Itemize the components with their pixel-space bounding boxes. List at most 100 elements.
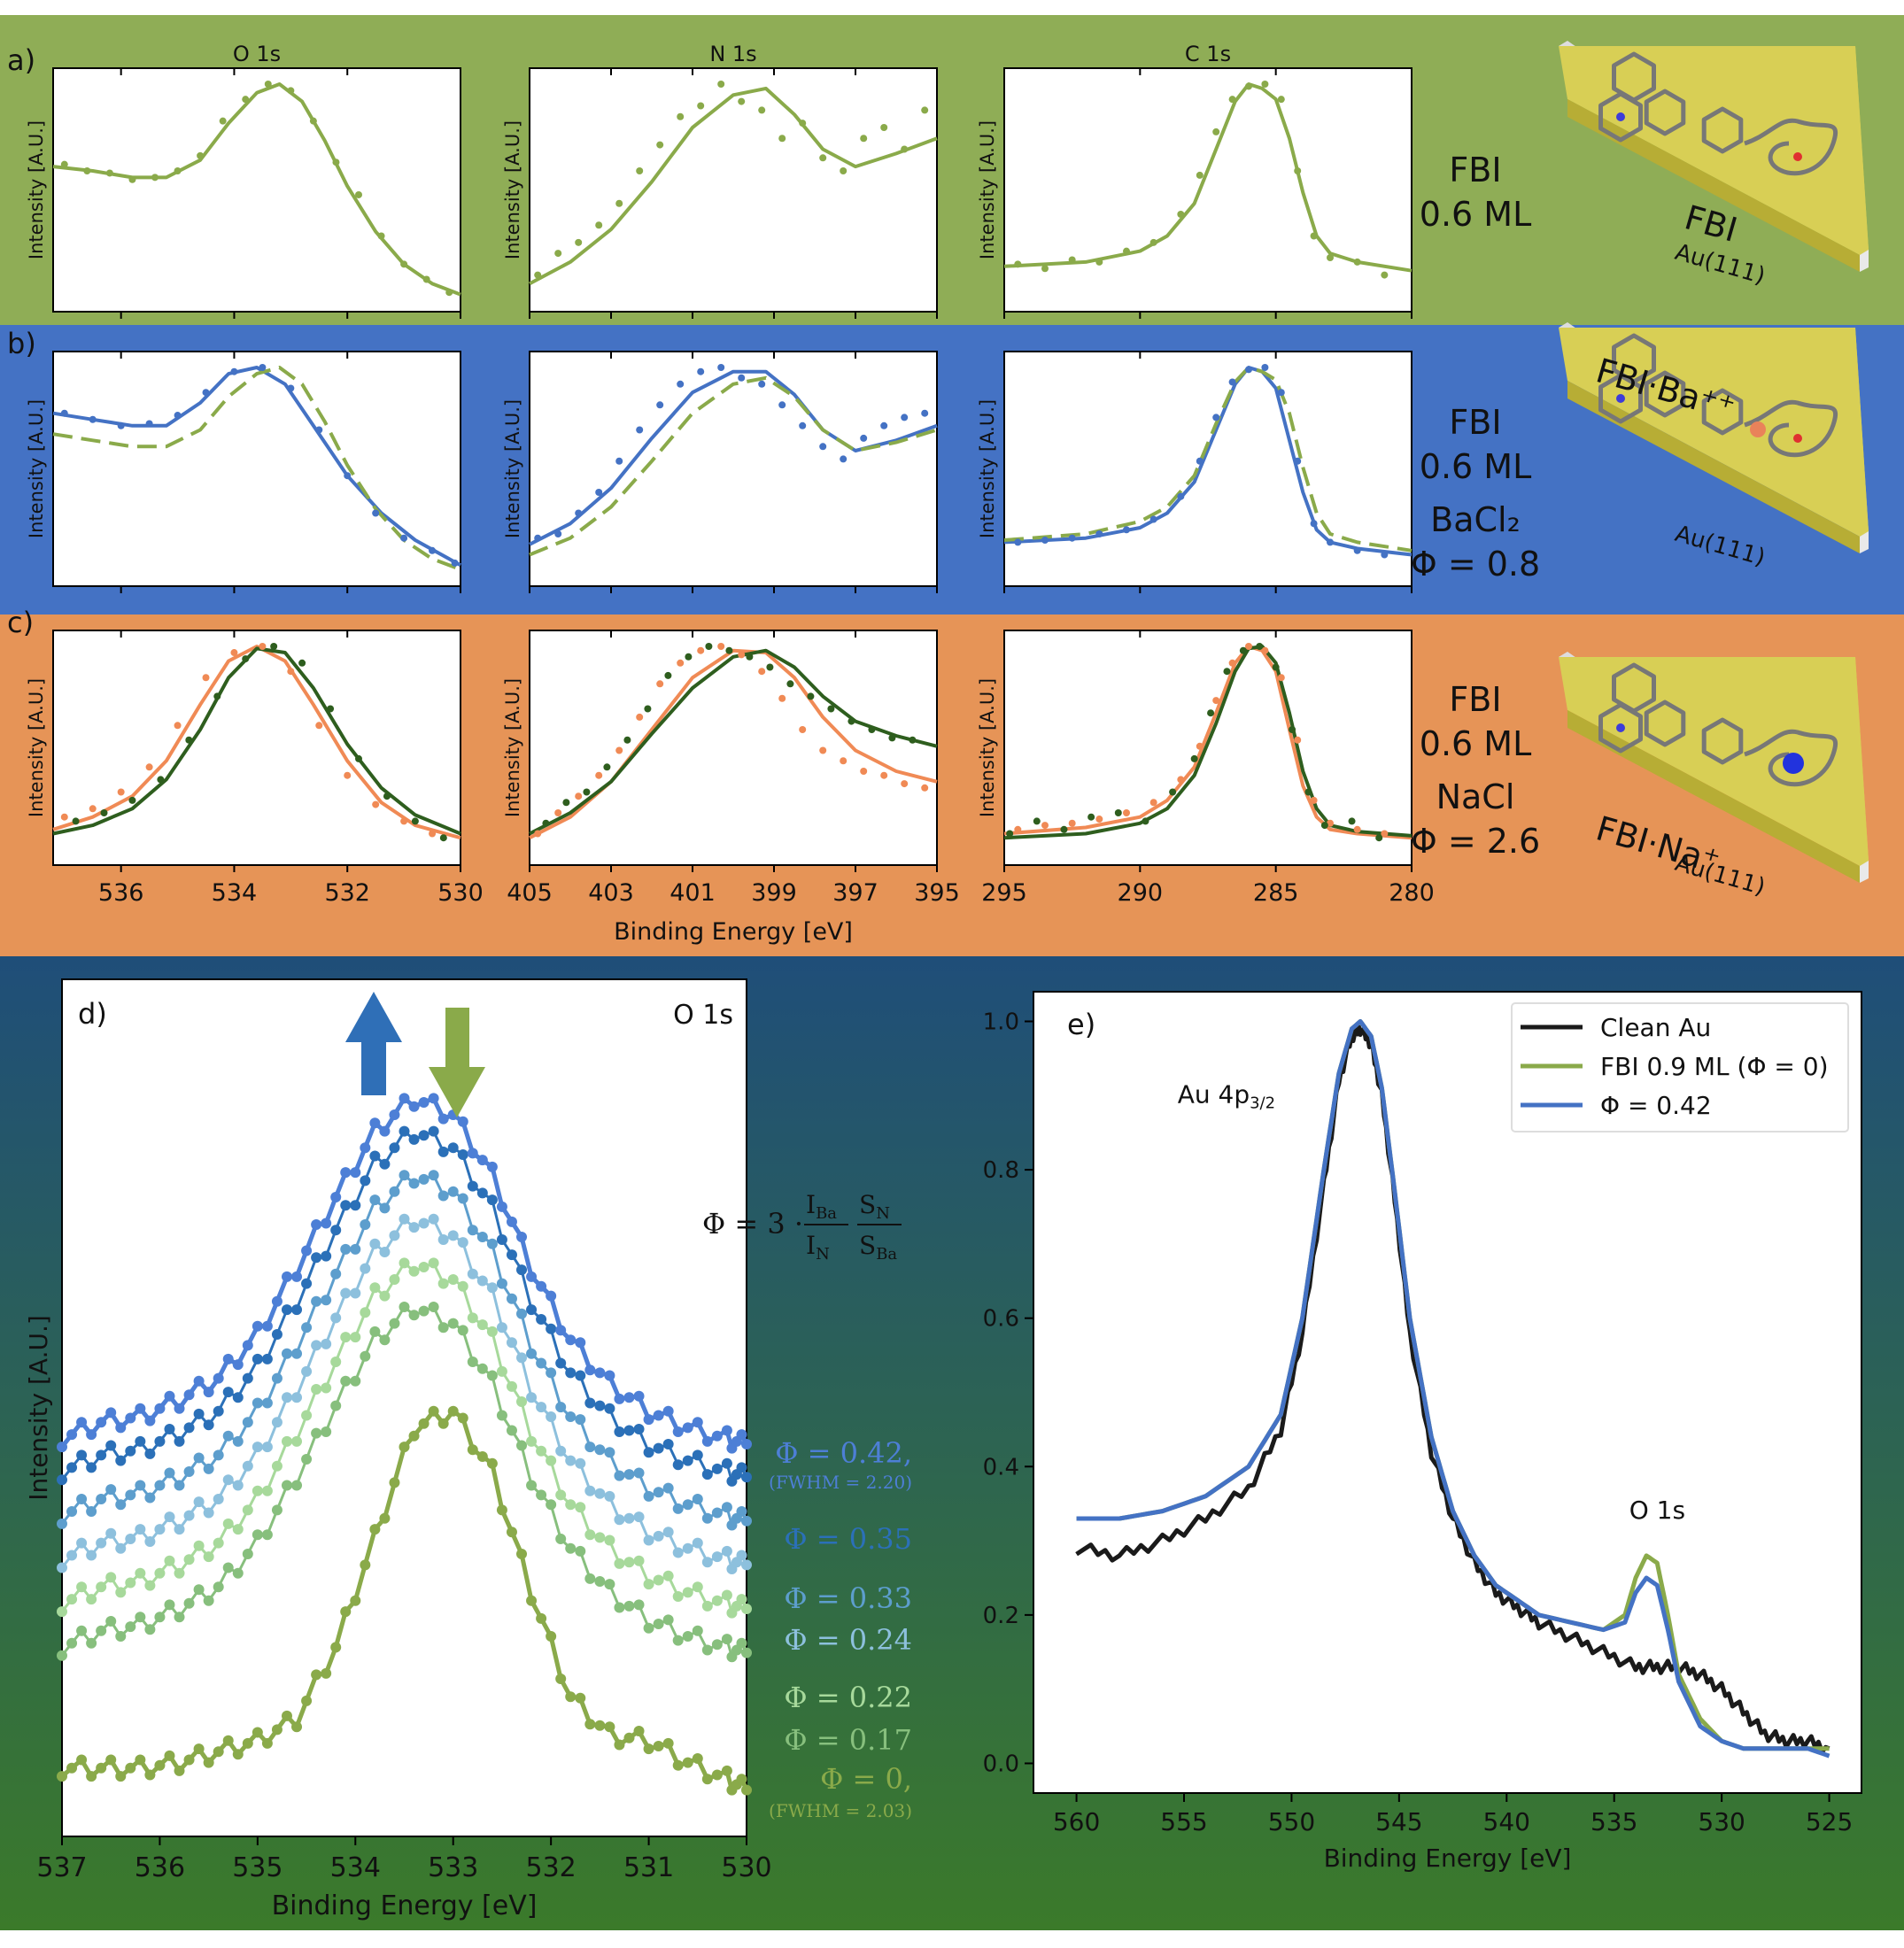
plot-area bbox=[52, 630, 461, 866]
data-point bbox=[662, 1614, 674, 1626]
data-point bbox=[408, 1178, 420, 1189]
data-point bbox=[193, 1540, 205, 1551]
data-point bbox=[736, 1637, 747, 1649]
data-point bbox=[1277, 96, 1285, 104]
data-point bbox=[682, 1542, 693, 1554]
data-point bbox=[457, 1280, 468, 1292]
data-point bbox=[1014, 538, 1022, 546]
data-point bbox=[633, 1511, 645, 1523]
data-point bbox=[1272, 663, 1280, 671]
subplot-c-C1s: 295 290 285 280 Intensity [A.U.] bbox=[977, 630, 1435, 907]
data-point bbox=[151, 174, 159, 182]
down-arrow-icon bbox=[429, 1008, 485, 1117]
data-point bbox=[575, 792, 583, 800]
data-point bbox=[467, 1180, 478, 1192]
x-tick-label: 534 bbox=[212, 879, 258, 907]
data-point bbox=[526, 1271, 538, 1282]
data-point bbox=[115, 1499, 127, 1511]
data-point bbox=[506, 1425, 517, 1436]
panel-e: 560 555 550 545 540 535 530 525 0.0 0.2 0.4 0.6 0.8 1… bbox=[983, 991, 1862, 1873]
data-point bbox=[1060, 825, 1068, 833]
data-point bbox=[1320, 822, 1328, 830]
data-point bbox=[1190, 754, 1198, 762]
data-point bbox=[135, 1524, 146, 1535]
x-tick-label: 395 bbox=[914, 879, 960, 907]
data-point bbox=[575, 1457, 586, 1469]
data-point bbox=[411, 817, 419, 825]
data-point bbox=[154, 1480, 166, 1491]
data-point bbox=[222, 1518, 234, 1529]
data-point bbox=[281, 1392, 292, 1403]
data-point bbox=[330, 1312, 342, 1324]
data-point bbox=[594, 1367, 606, 1379]
data-point bbox=[408, 1101, 420, 1112]
ring bbox=[1598, 373, 1643, 424]
data-point bbox=[115, 1631, 127, 1642]
x-tick-label: 540 bbox=[1483, 1807, 1530, 1836]
data-point bbox=[476, 1319, 488, 1331]
data-point bbox=[516, 1231, 528, 1242]
data-point bbox=[1381, 271, 1389, 279]
data-point bbox=[418, 1418, 430, 1429]
data-point bbox=[301, 1454, 313, 1465]
series-fit bbox=[52, 82, 461, 297]
data-point bbox=[677, 659, 685, 667]
column-title: O 1s bbox=[233, 42, 281, 66]
data-point bbox=[428, 1170, 439, 1181]
side-text-b: FBI bbox=[1449, 403, 1501, 442]
data-point bbox=[672, 1547, 684, 1558]
molecule bbox=[1598, 333, 1838, 458]
data-point bbox=[301, 1278, 313, 1289]
data-point bbox=[901, 414, 909, 421]
data-point bbox=[174, 722, 182, 730]
data-point bbox=[105, 169, 113, 177]
data-point bbox=[89, 415, 97, 423]
side-labels: FBI 0.6 ML FBI 0.6 ML BaCl₂ Φ = 0.8 FBI 0.6 ML N… bbox=[1411, 151, 1540, 861]
data-point bbox=[389, 1477, 400, 1488]
data-point bbox=[457, 1412, 468, 1424]
data-point bbox=[252, 1485, 263, 1496]
data-point bbox=[584, 1364, 596, 1376]
data-point bbox=[203, 1387, 214, 1398]
data-point bbox=[721, 1502, 732, 1513]
data-point bbox=[287, 384, 295, 392]
data-point bbox=[311, 1427, 322, 1439]
data-point bbox=[203, 1551, 214, 1563]
x-tick-label: 537 bbox=[36, 1852, 87, 1883]
data-point bbox=[174, 1524, 185, 1535]
data-point bbox=[584, 1397, 596, 1409]
data-point bbox=[57, 1518, 67, 1529]
data-point bbox=[330, 1357, 342, 1367]
data-point bbox=[534, 271, 542, 279]
data-point bbox=[222, 1474, 234, 1486]
data-point bbox=[232, 1435, 244, 1447]
x-tick-label: 533 bbox=[428, 1852, 478, 1883]
data-point bbox=[311, 1384, 322, 1395]
up-arrow-icon bbox=[345, 992, 402, 1095]
data-point bbox=[536, 1489, 547, 1501]
data-point bbox=[96, 1449, 107, 1461]
data-point bbox=[516, 1549, 528, 1559]
data-point bbox=[154, 1403, 166, 1414]
data-point bbox=[1228, 659, 1236, 667]
data-point bbox=[291, 1348, 303, 1359]
data-point bbox=[330, 1268, 342, 1279]
data-point bbox=[623, 1512, 635, 1524]
plot-area bbox=[1003, 67, 1413, 313]
data-point bbox=[536, 1445, 547, 1457]
data-point bbox=[57, 1474, 67, 1486]
data-point bbox=[717, 364, 725, 371]
data-point bbox=[340, 1332, 352, 1343]
x-tick-label: 560 bbox=[1053, 1807, 1100, 1836]
data-point bbox=[496, 1410, 507, 1421]
data-point bbox=[721, 1765, 732, 1776]
data-point bbox=[183, 1466, 195, 1477]
data-point bbox=[57, 1650, 67, 1661]
data-point bbox=[321, 1338, 332, 1349]
slab-side bbox=[1567, 710, 1860, 883]
data-point bbox=[554, 809, 562, 816]
data-point bbox=[327, 705, 335, 713]
data-point bbox=[321, 1218, 332, 1229]
data-point bbox=[340, 1287, 352, 1299]
data-point bbox=[506, 1527, 517, 1538]
